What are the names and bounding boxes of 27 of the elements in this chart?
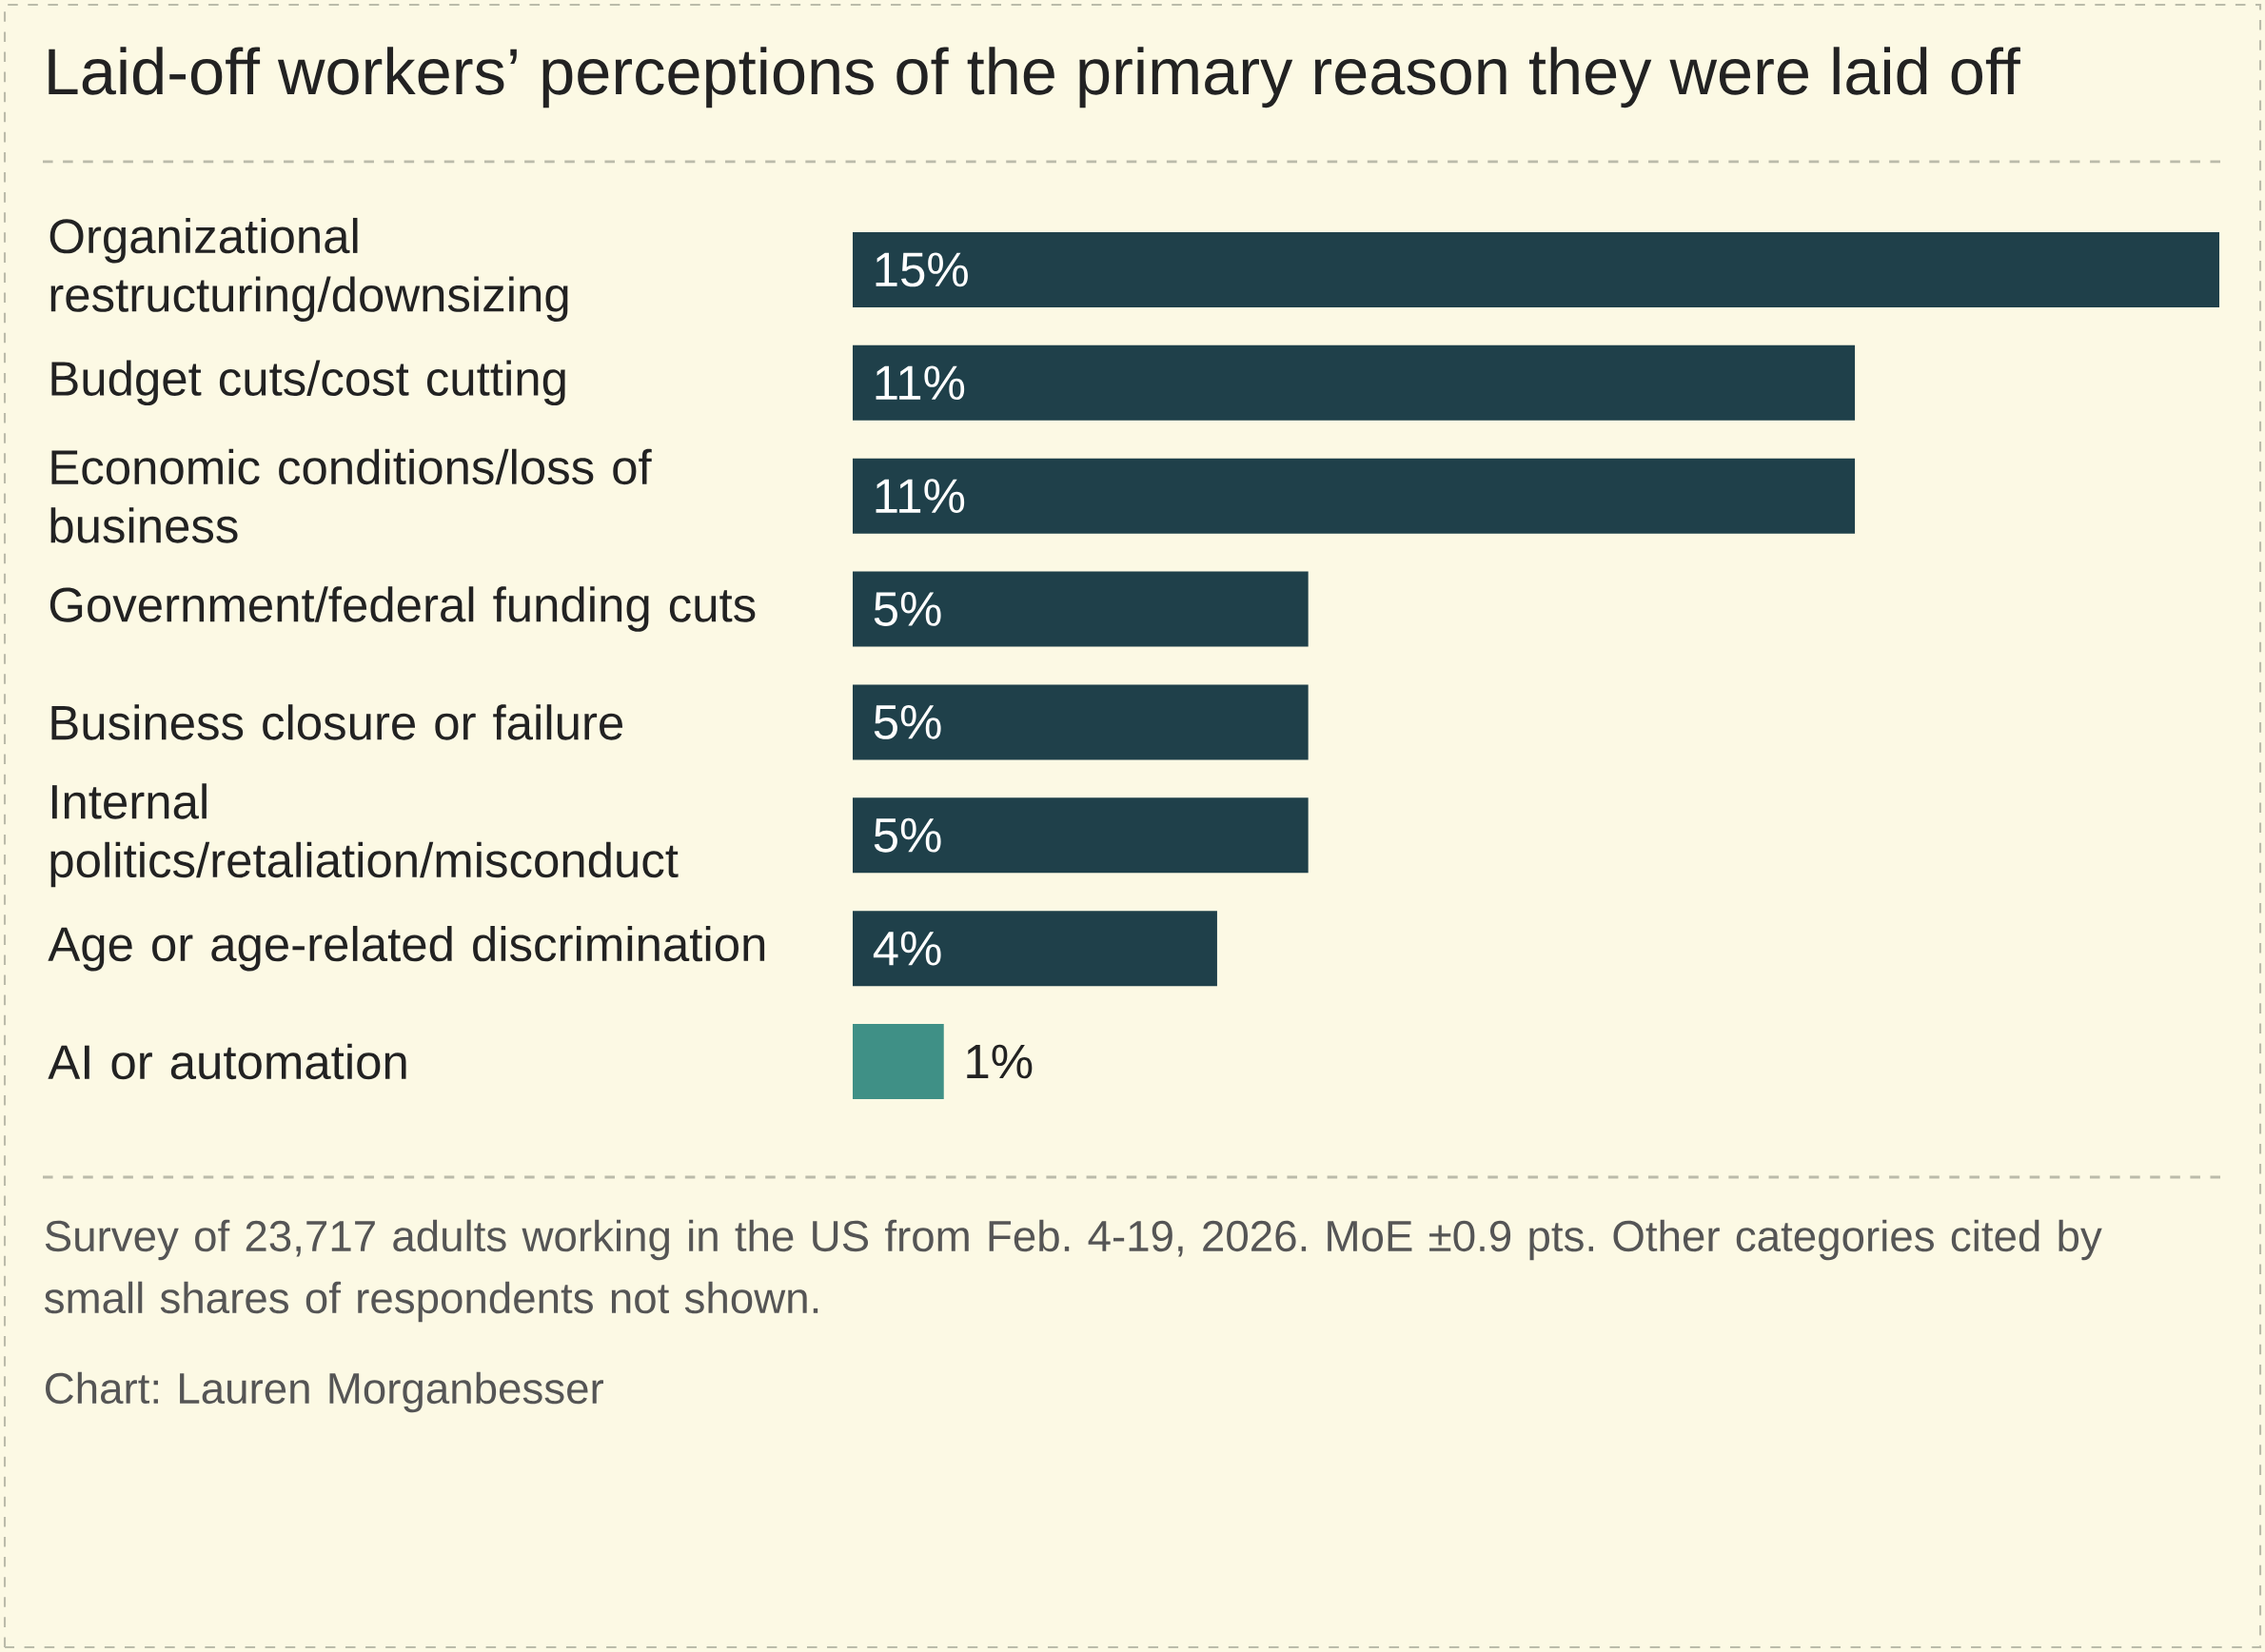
text: Survey of 23,717 adults working in the US from Feb. 4-19, 2026. MoE ±0.9 pts. Other categories cited by small shares of respondents not shown. bbox=[44, 1219, 2102, 1323]
text: Chart: Lauren Morganbesser bbox=[46, 1371, 603, 1413]
bar bbox=[853, 571, 1309, 647]
y-tick-label: Economic conditions/loss of business bbox=[50, 448, 652, 543]
bar bbox=[853, 684, 1309, 760]
y-tick-label: Government/federal funding cuts bbox=[49, 586, 756, 632]
data-label: 11% bbox=[876, 365, 965, 401]
y-tick-label: Organizational restructuring/downsizing bbox=[49, 217, 568, 322]
bar bbox=[853, 797, 1309, 874]
data-label: 1% bbox=[967, 1044, 1033, 1079]
bar bbox=[853, 458, 1856, 534]
data-label: 5% bbox=[874, 817, 941, 853]
data-label: 15% bbox=[876, 252, 968, 287]
bar bbox=[853, 344, 1856, 421]
bar bbox=[853, 231, 2220, 307]
data-label: 11% bbox=[876, 479, 965, 513]
bar bbox=[853, 1024, 944, 1100]
y-tick-label: Budget cuts/cost cutting bbox=[51, 360, 565, 406]
y-tick-label: Age or age-related discrimination bbox=[48, 925, 765, 972]
data-label: 4% bbox=[873, 931, 941, 966]
y-tick-label: Business closure or failure bbox=[51, 704, 623, 740]
y-tick-label: Internal politics/retaliation/misconduct bbox=[50, 783, 679, 888]
data-label: 5% bbox=[874, 592, 941, 626]
data-label: 5% bbox=[874, 704, 941, 739]
bar bbox=[853, 911, 1217, 987]
y-tick-label: AI or automation bbox=[48, 1043, 406, 1080]
chart-title: Laid-off workers’ perceptions of the primary reason they were laid off bbox=[49, 47, 2020, 108]
